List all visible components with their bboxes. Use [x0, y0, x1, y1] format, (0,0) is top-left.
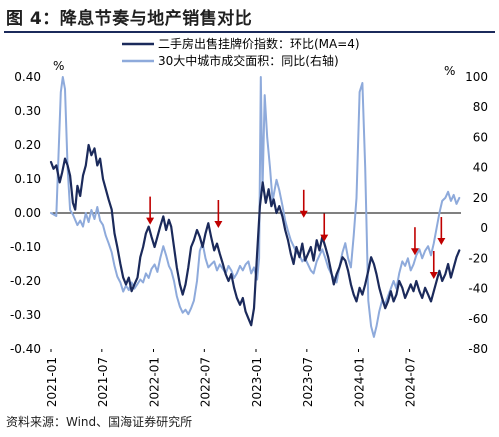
x-tick-label: 2023-01 — [250, 357, 264, 407]
series-line-left — [49, 143, 461, 327]
arrow-head — [214, 221, 223, 228]
left-tick-label: -0.20 — [10, 274, 41, 288]
left-axis-ticks: 0.40 0.30 0.20 0.10 0.00 -0.10 -0.20 -0.30 -0.40 — [10, 70, 41, 356]
arrow-head — [429, 272, 438, 279]
axis-units: %% — [53, 59, 455, 78]
arrow-head — [410, 248, 419, 256]
legend: 二手房出售挂牌价指数：环比(MA=4) 30大中城市成交面积：同比(右轴) — [122, 36, 360, 68]
title-rule — [4, 31, 495, 33]
legend-label: 30大中城市成交面积：同比(右轴) — [158, 53, 339, 68]
right-axis-unit: % — [444, 64, 455, 78]
dual-axis-line-chart: 0.40 0.30 0.20 0.10 0.00 -0.10 -0.20 -0.30 -0.40… — [10, 36, 488, 407]
right-tick-label: -80 — [468, 342, 488, 356]
x-tick-label: 2024-01 — [353, 357, 367, 407]
left-tick-label: -0.10 — [10, 240, 41, 254]
left-tick-label: 0.00 — [14, 206, 41, 220]
x-tick-label: 2021-01 — [45, 357, 59, 407]
series-layer — [49, 76, 461, 338]
series-line-right — [50, 76, 461, 338]
source-note: 资料来源：Wind、国海证券研究所 — [6, 415, 193, 429]
right-tick-label: 20 — [473, 191, 488, 205]
right-tick-label: -20 — [468, 251, 488, 265]
right-tick-label: 60 — [473, 130, 488, 144]
figure-title: 图 4：降息节奏与地产销售对比 — [6, 9, 253, 29]
x-axis-ticks: 2021-01 2021-07 2022-01 2022-07 2023-01 2023-… — [45, 349, 418, 407]
right-tick-label: 100 — [465, 70, 488, 84]
right-tick-label: 40 — [473, 161, 488, 175]
left-tick-label: -0.40 — [10, 342, 41, 356]
right-axis-ticks: 100 80 60 40 20 0 -20 -40 -60 -80 — [465, 70, 488, 356]
legend-label: 二手房出售挂牌价指数：环比(MA=4) — [158, 36, 360, 51]
left-tick-label: 0.20 — [14, 138, 41, 152]
x-tick-label: 2023-07 — [301, 357, 315, 407]
arrow-head — [437, 238, 446, 245]
right-tick-label: 80 — [473, 100, 488, 114]
arrow-head — [146, 217, 155, 225]
annotation-arrows — [146, 189, 446, 279]
right-tick-label: -60 — [468, 312, 488, 326]
x-tick-label: 2024-07 — [404, 357, 418, 407]
left-tick-label: 0.10 — [14, 172, 41, 186]
left-tick-label: 0.30 — [14, 104, 41, 118]
left-tick-label: -0.30 — [10, 308, 41, 322]
arrow-head — [299, 210, 308, 218]
right-tick-label: 0 — [480, 221, 488, 235]
x-tick-label: 2022-01 — [148, 357, 162, 407]
arrow-head — [320, 234, 329, 242]
left-tick-label: 0.40 — [14, 70, 41, 84]
x-tick-label: 2022-07 — [198, 357, 212, 407]
x-tick-label: 2021-07 — [96, 357, 110, 407]
left-axis-unit: % — [53, 59, 64, 73]
right-tick-label: -40 — [468, 282, 488, 296]
